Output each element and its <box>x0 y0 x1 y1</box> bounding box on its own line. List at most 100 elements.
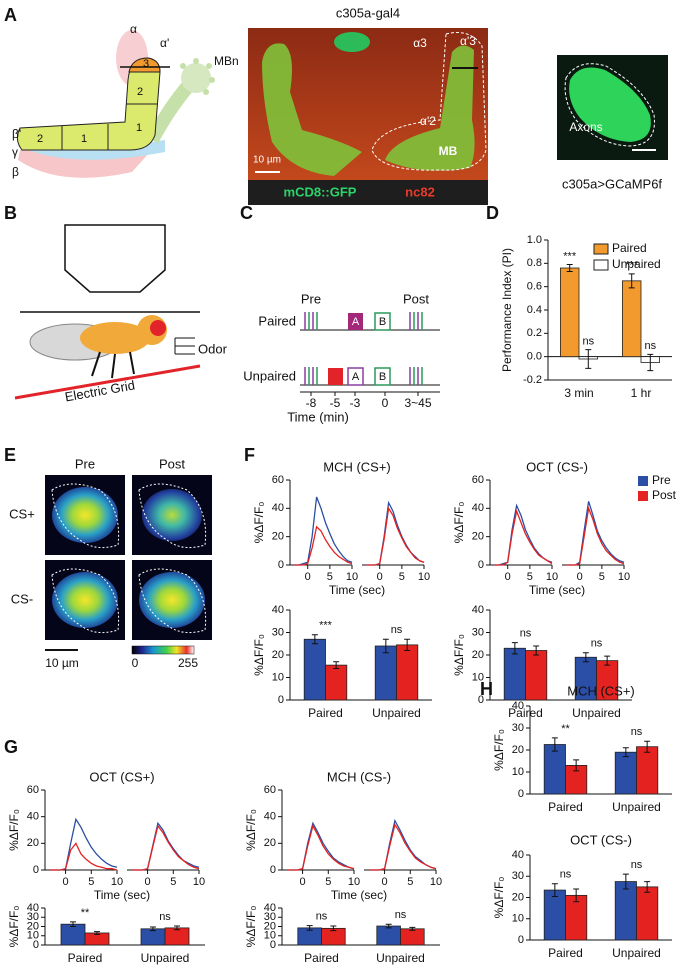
panel-letter: B <box>4 203 17 223</box>
x-tick-label: 10 <box>546 571 558 583</box>
x-tick-label: 10 <box>111 876 123 888</box>
y-tick-label: 40 <box>264 902 276 914</box>
x-tick-label: 10 <box>346 571 358 583</box>
y-tick-label: 30 <box>512 870 524 882</box>
error-bar <box>404 638 411 651</box>
x-tick-label: 3 min <box>564 386 593 400</box>
y-tick-label: 0 <box>278 559 284 571</box>
panel-letter: F <box>244 445 255 465</box>
stain-label: mCD8::GFP <box>284 184 357 199</box>
y-tick-label: 20 <box>272 649 284 661</box>
y-tick-label: 20 <box>472 649 484 661</box>
x-tick-label: 10 <box>418 571 430 583</box>
x-tick-label: 0 <box>577 571 583 583</box>
y-tick-label: 0 <box>518 788 524 800</box>
error-bar <box>333 661 340 669</box>
error-bar <box>94 931 100 935</box>
x-axis-label: Time (sec) <box>94 888 150 902</box>
x-tick-label: 5 <box>327 571 333 583</box>
error-bar <box>551 883 558 897</box>
x-axis-label: Time (sec) <box>329 583 385 597</box>
y-tick-label: 40 <box>472 502 484 514</box>
y-tick-label: 40 <box>264 811 276 823</box>
condition-label: Unpaired <box>243 368 296 383</box>
x-tick-label: 10 <box>193 876 205 888</box>
bar <box>60 923 86 946</box>
y-tick-label: 40 <box>472 604 484 616</box>
error-bar <box>585 349 592 369</box>
y-tick-label: 10 <box>512 766 524 778</box>
x-tick-label: 0 <box>382 876 388 888</box>
error-bar <box>150 926 156 932</box>
significance: ns <box>631 859 643 871</box>
bar <box>400 928 425 946</box>
x-tick-label: 5 <box>170 876 176 888</box>
significance: ns <box>560 869 572 881</box>
time-tick-label: 3~45 <box>404 396 431 410</box>
y-tick-label: 0 <box>478 694 484 706</box>
bar <box>376 925 401 946</box>
significance: ns <box>316 910 328 922</box>
error-bar <box>604 655 611 666</box>
x-tick-label: 10 <box>430 876 442 888</box>
x-tick-label: 5 <box>527 571 533 583</box>
error-bar <box>644 740 651 753</box>
micrograph <box>248 28 488 205</box>
y-axis-label: %ΔF/F₀ <box>7 809 21 851</box>
lobe-label: β' <box>12 127 21 141</box>
error-bar <box>573 888 580 903</box>
x-tick-label: Paired <box>548 946 583 960</box>
trace <box>294 496 353 566</box>
error-bar <box>385 923 392 929</box>
bar <box>303 638 326 701</box>
odor-label: Odor <box>198 341 228 356</box>
error-bar <box>551 737 558 752</box>
compartment-label: 3 <box>143 58 149 70</box>
y-tick-label: 20 <box>472 531 484 543</box>
y-tick-label: 60 <box>264 784 276 796</box>
trace <box>494 508 553 566</box>
panel-letter: E <box>4 445 16 465</box>
significance: ns <box>520 628 532 640</box>
y-axis-label: %ΔF/F₀ <box>252 502 266 544</box>
lobe-label: α' <box>160 36 169 50</box>
error-bar <box>174 925 180 931</box>
x-tick-label: 0 <box>300 876 306 888</box>
odor-box-label: A <box>352 316 360 328</box>
panel-letter: D <box>486 203 499 223</box>
y-tick-label: 10 <box>472 671 484 683</box>
x-axis-label: Time (sec) <box>529 583 585 597</box>
x-tick-label: 5 <box>399 571 405 583</box>
y-tick-label: 30 <box>472 626 484 638</box>
error-bar <box>628 273 635 289</box>
time-tick-label: -5 <box>330 396 341 410</box>
scale-bar-label: 10 µm <box>45 656 79 670</box>
bar <box>525 650 548 701</box>
x-tick-label: 1 hr <box>631 386 652 400</box>
trace <box>50 817 118 871</box>
significance: ns <box>591 638 603 650</box>
x-tick-label: 5 <box>599 571 605 583</box>
legend-label: Paired <box>612 241 647 255</box>
trace <box>294 525 353 566</box>
error-bar <box>311 634 318 645</box>
chart-title: OCT (CS-) <box>526 459 588 474</box>
y-tick-label: 10 <box>512 913 524 925</box>
y-tick-label: 40 <box>272 604 284 616</box>
y-axis-label: %ΔF/F₀ <box>244 906 258 948</box>
trace <box>366 506 425 566</box>
error-bar <box>647 353 654 372</box>
x-tick-label: Paired <box>68 951 103 965</box>
bar <box>636 886 659 941</box>
y-tick-label: 20 <box>27 920 39 932</box>
significance: ns <box>159 911 171 923</box>
error-bar <box>330 925 337 932</box>
time-tick-label: -3 <box>350 396 361 410</box>
mb-diagram <box>16 30 215 178</box>
grid-label: Electric Grid <box>64 377 136 404</box>
x-tick-label: Unpaired <box>372 706 421 720</box>
x-tick-label: 10 <box>618 571 630 583</box>
y-tick-label: 40 <box>512 700 524 712</box>
y-axis-label: Performance Index (PI) <box>500 248 514 372</box>
